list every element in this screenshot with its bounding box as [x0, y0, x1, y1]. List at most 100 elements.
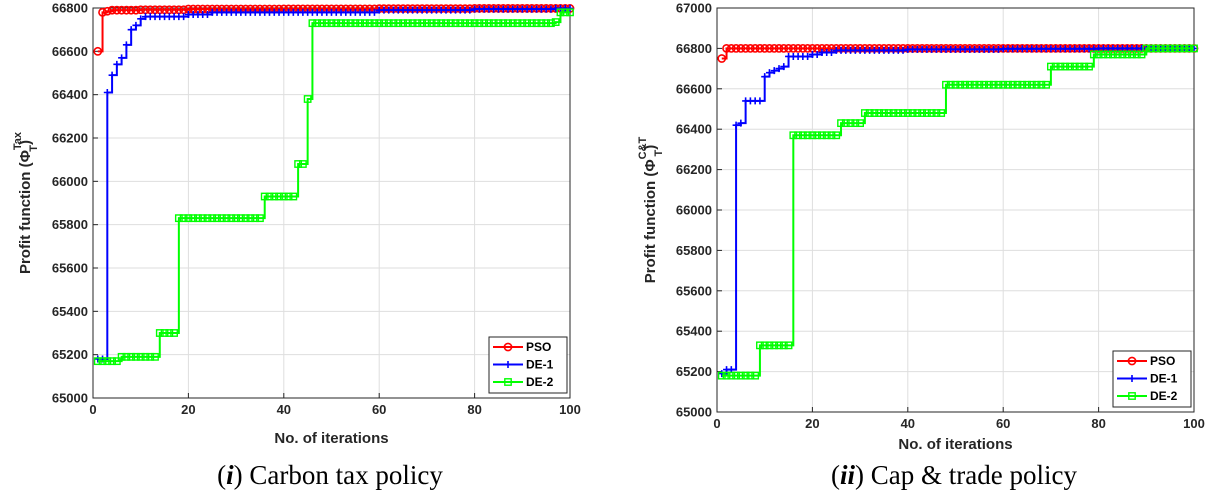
data-point	[113, 60, 121, 68]
data-point	[1080, 62, 1089, 71]
data-point	[1190, 44, 1198, 53]
data-point	[1051, 62, 1060, 71]
data-point	[932, 109, 941, 117]
data-point	[360, 19, 369, 28]
caption-prefix: (	[217, 460, 226, 490]
data-point	[513, 19, 522, 28]
y-tick-label: 66000	[52, 174, 88, 189]
data-point	[203, 11, 211, 18]
legend-label: DE-2	[1150, 389, 1178, 403]
data-point	[118, 54, 126, 62]
data-point	[899, 109, 907, 117]
data-point	[970, 80, 979, 89]
data-point	[1018, 80, 1027, 89]
data-point	[126, 5, 136, 15]
data-point	[136, 5, 146, 15]
data-point	[131, 5, 141, 15]
data-point	[260, 192, 269, 201]
data-point	[1099, 50, 1108, 59]
data-point	[375, 19, 384, 28]
data-point	[1013, 80, 1022, 89]
data-point	[737, 119, 745, 127]
data-point	[779, 341, 788, 350]
data-point	[899, 46, 907, 54]
data-point	[93, 357, 102, 366]
data-point	[485, 19, 493, 28]
chart-carbon-tax: 0 20 40 60 80 100 65000 65200 65400 65600 65800 660…	[12, 1, 581, 491]
data-point	[994, 80, 1003, 89]
data-point	[717, 371, 726, 380]
data-point	[566, 4, 574, 12]
data-point	[770, 341, 779, 350]
data-point	[313, 19, 322, 28]
series-de-2	[717, 44, 1198, 380]
data-point	[456, 19, 465, 28]
data-point	[803, 131, 812, 140]
data-point	[827, 131, 836, 140]
legend-marker	[1128, 392, 1136, 400]
data-point	[770, 67, 778, 75]
data-point	[380, 19, 388, 28]
data-point	[98, 7, 107, 17]
y-axis-label-subscript: T	[28, 145, 40, 152]
data-point	[1166, 44, 1175, 53]
data-point	[437, 19, 446, 28]
data-point	[765, 341, 774, 350]
data-point	[1004, 80, 1012, 89]
data-point	[112, 5, 122, 15]
data-point	[194, 214, 202, 223]
data-point	[894, 109, 903, 117]
data-point	[413, 19, 422, 28]
data-point	[1094, 50, 1103, 59]
data-point	[466, 6, 474, 14]
data-point	[341, 19, 350, 28]
data-point	[1128, 50, 1136, 59]
data-point	[370, 19, 379, 28]
data-point	[789, 131, 798, 140]
x-tick-label: 100	[559, 402, 581, 417]
data-point	[170, 329, 178, 337]
data-point	[784, 44, 793, 53]
legend-item-de-2: DE-2	[493, 375, 554, 389]
data-point	[989, 80, 998, 89]
y-tick-label: 67000	[676, 1, 712, 16]
data-point	[308, 19, 317, 28]
y-tick-label: 66200	[676, 162, 712, 177]
legend-label: DE-1	[526, 358, 554, 372]
y-axis-label: Profit function (ΦC&T T)	[637, 136, 665, 283]
data-point	[203, 214, 212, 223]
x-tick-label: 60	[996, 416, 1010, 431]
y-axis-label: Profit function (ΦTax T)	[12, 131, 40, 274]
data-point	[551, 18, 560, 26]
data-point	[913, 109, 922, 117]
data-point	[760, 44, 770, 53]
data-point	[1137, 50, 1146, 59]
data-point	[779, 44, 789, 53]
data-point	[794, 131, 802, 140]
y-tick-label: 66400	[52, 87, 88, 102]
data-point	[303, 95, 312, 103]
data-point	[527, 19, 536, 28]
data-point	[1056, 62, 1065, 71]
series-line-de-2	[97, 11, 570, 363]
x-tick-label: 20	[805, 416, 819, 431]
y-tick-label: 65400	[676, 324, 712, 339]
data-point	[508, 19, 517, 28]
legend-marker	[504, 361, 512, 368]
chart-cap-and-trade: 0 20 40 60 80 100 65000 65200 65400 65600 65800 660…	[637, 1, 1205, 491]
data-point	[1132, 50, 1141, 59]
y-tick-label: 65200	[52, 347, 88, 362]
data-point	[793, 44, 803, 53]
data-point	[179, 214, 188, 223]
data-point	[121, 5, 131, 15]
data-point	[1042, 80, 1051, 89]
data-point	[846, 119, 855, 128]
data-point	[1023, 80, 1031, 89]
data-point	[108, 71, 116, 79]
data-point	[750, 44, 760, 53]
data-point	[755, 44, 765, 53]
caption-text: ) Carbon tax policy	[234, 460, 444, 490]
data-point	[451, 19, 460, 28]
data-point	[270, 192, 279, 201]
data-point	[155, 329, 164, 337]
